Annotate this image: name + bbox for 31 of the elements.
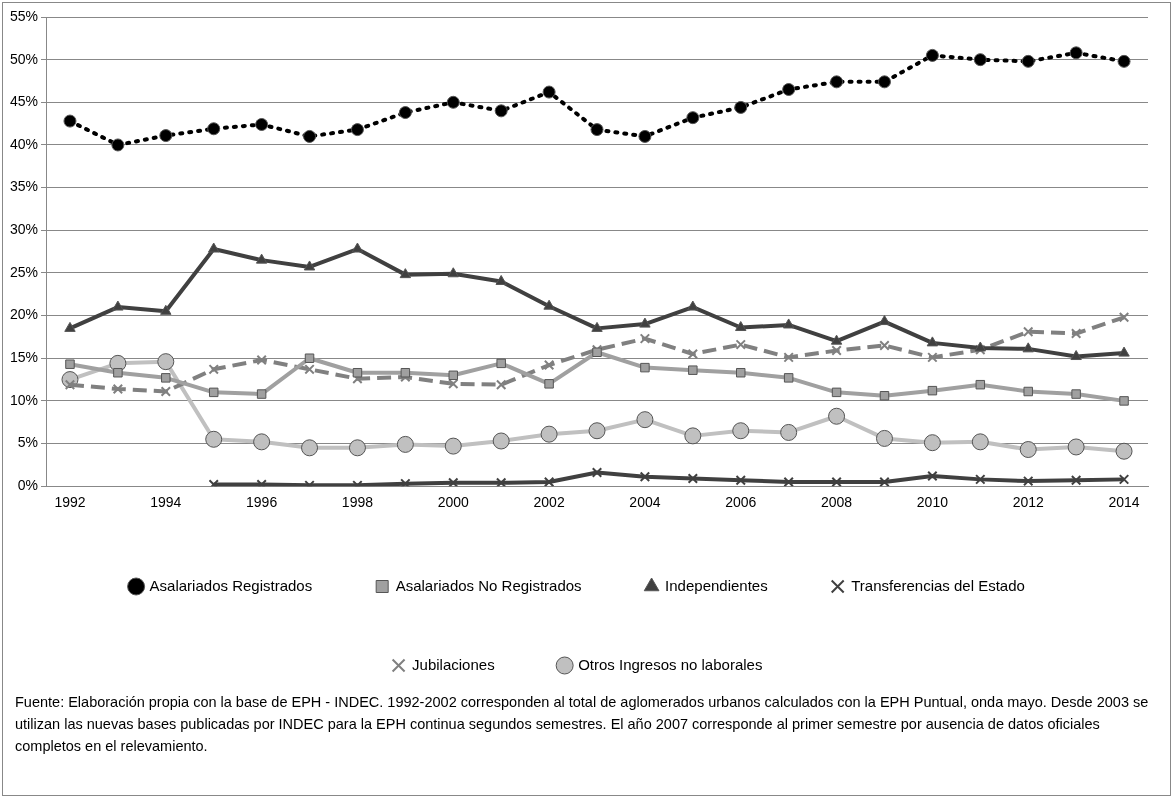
x-tick-label: 2014 xyxy=(1108,494,1140,511)
y-tick-label: 5% xyxy=(17,434,39,451)
y-tick-label: 50% xyxy=(9,50,39,67)
legend-label: Otros Ingresos no laborales xyxy=(578,655,763,673)
y-tick-label: 30% xyxy=(9,221,39,238)
y-tick-label: 10% xyxy=(9,391,39,408)
y-tick-label: 35% xyxy=(9,178,39,195)
y-tick-label: 25% xyxy=(9,263,39,280)
x-tick-label: 2004 xyxy=(629,494,661,511)
x-tick-label: 1996 xyxy=(246,494,278,511)
x-tick-label: 2012 xyxy=(1012,494,1044,511)
x-tick-label: 2000 xyxy=(437,494,470,511)
y-tick-label: 55% xyxy=(9,7,39,24)
legend-label: Jubilaciones xyxy=(412,655,495,673)
y-tick-label: 20% xyxy=(9,306,39,323)
y-tick-label: 45% xyxy=(9,93,39,110)
x-tick-label: 1992 xyxy=(54,494,86,511)
x-tick-label: 2002 xyxy=(533,494,565,511)
y-tick-label: 0% xyxy=(17,477,39,494)
x-tick-label: 1994 xyxy=(150,494,182,511)
source-note: Fuente: Elaboración propia con la base de EPH - INDEC. 1992-2002 corresponden al total de aglomerados urbanos calculados con la EPH Puntual, onda mayo. Desde 2003 se utilizan las nuevas bases publicadas por INDEC para la EPH continua segundos semestres. El año 2007 corresponde al primer semestre por ausencia de datos oficiales completos en el relevamiento. xyxy=(15,693,1150,756)
legend-label: Transferencias del Estado xyxy=(851,576,1025,594)
legend-label: Asalariados Registrados xyxy=(149,576,313,594)
x-tick-label: 1998 xyxy=(341,494,374,511)
y-tick-label: 40% xyxy=(9,135,39,152)
legend-label: Asalariados No Registrados xyxy=(395,576,582,594)
y-tick-label: 15% xyxy=(9,349,39,366)
legend-label: Independientes xyxy=(665,576,768,594)
x-tick-label: 2008 xyxy=(820,494,853,511)
x-tick-label: 2006 xyxy=(725,494,757,511)
x-tick-label: 2010 xyxy=(916,494,949,511)
